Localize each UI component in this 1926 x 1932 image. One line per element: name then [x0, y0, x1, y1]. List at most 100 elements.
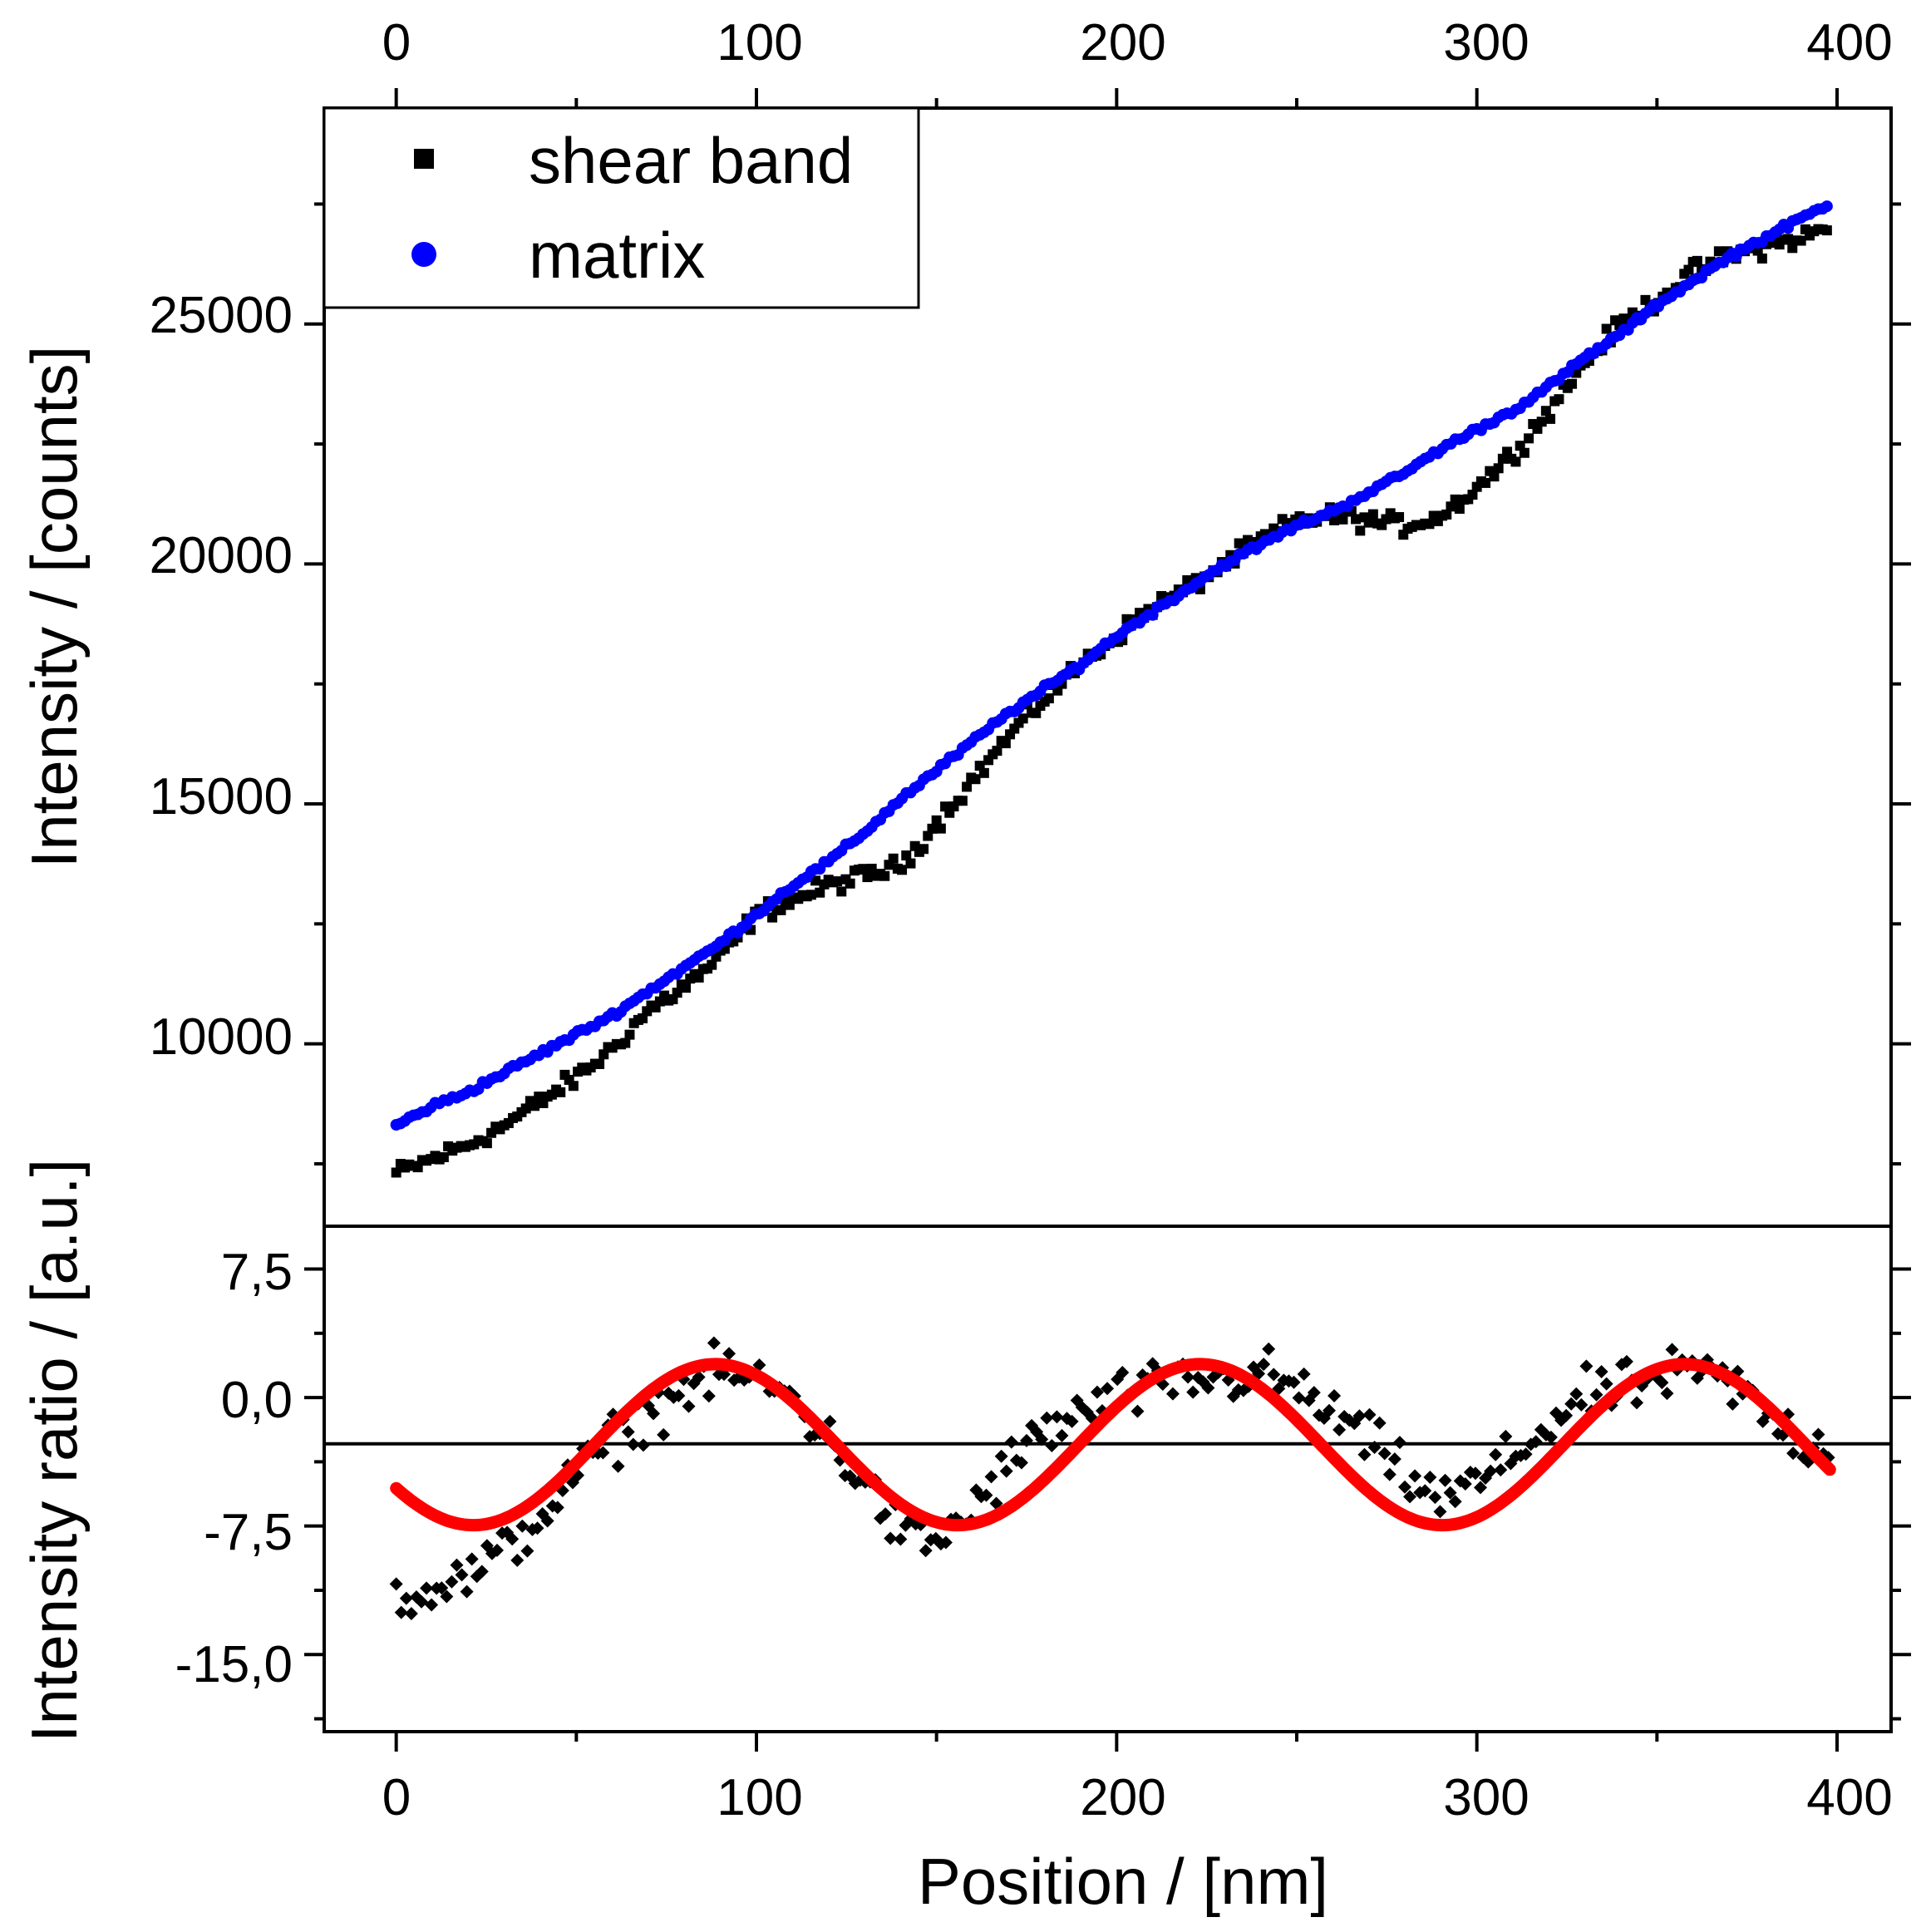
shear-band-point	[1787, 243, 1798, 254]
shear-band-point	[935, 823, 946, 834]
intensity-ratio-point	[1004, 1435, 1018, 1449]
series-matrix	[390, 200, 1833, 1131]
bottom-y-ticks-left	[304, 1267, 324, 1721]
intensity-ratio-point	[1579, 1359, 1594, 1373]
shear-band-point	[957, 796, 968, 806]
intensity-ratio-point	[1489, 1447, 1503, 1461]
bottom-y-tick-label: 0,0	[221, 1372, 293, 1429]
intensity-ratio-point	[647, 1407, 661, 1421]
shear-band-point	[1493, 463, 1504, 474]
legend-label-shear-band: shear band	[529, 124, 853, 197]
intensity-ratio-point	[1529, 1435, 1543, 1449]
intensity-ratio-point	[1323, 1403, 1336, 1417]
shear-band-point	[776, 904, 786, 915]
intensity-ratio-point	[994, 1449, 1008, 1463]
intensity-ratio-point	[1428, 1491, 1442, 1505]
intensity-ratio-point	[1050, 1410, 1064, 1424]
shear-band-point	[1640, 294, 1651, 305]
intensity-ratio-point	[1065, 1414, 1079, 1428]
shear-band-point	[1683, 264, 1694, 275]
intensity-ratio-point	[1484, 1464, 1498, 1478]
shear-band-point	[1601, 323, 1612, 334]
bottom-y-ticks-right	[1891, 1267, 1911, 1721]
intensity-ratio-point	[1655, 1376, 1669, 1390]
intensity-ratio-point	[1599, 1377, 1613, 1391]
bottom-x-tick-labels: 0 100 200 300 400	[382, 1769, 1893, 1826]
legend-marker-matrix	[411, 242, 436, 267]
legend-box	[323, 106, 920, 309]
intensity-ratio-point	[1660, 1387, 1674, 1401]
sine-fit-curve	[390, 1358, 1836, 1532]
intensity-ratio-point	[1090, 1385, 1104, 1399]
intensity-ratio-point	[425, 1598, 439, 1612]
intensity-ratio-point	[1307, 1386, 1321, 1400]
shear-band-point	[391, 1167, 401, 1178]
shear-band-point	[815, 887, 825, 898]
intensity-ratio-point	[707, 1336, 721, 1350]
shear-band-point	[1510, 456, 1521, 467]
intensity-ratio-point	[1559, 1408, 1574, 1422]
bottom-x-tick-label: 0	[382, 1769, 411, 1826]
intensity-ratio-point	[1292, 1391, 1306, 1405]
intensity-ratio-point	[394, 1605, 408, 1619]
intensity-ratio-point	[1035, 1432, 1049, 1447]
intensity-ratio-point	[1619, 1354, 1633, 1368]
intensity-ratio-point	[1811, 1427, 1825, 1442]
shear-band-point	[784, 899, 795, 910]
shear-band-point	[832, 876, 843, 887]
shear-band-point	[1756, 253, 1767, 264]
top-x-ticks-top	[394, 88, 1839, 108]
shear-band-point	[1017, 713, 1028, 724]
top-x-tick-label: 200	[1080, 14, 1165, 71]
intensity-ratio-point	[1408, 1469, 1422, 1483]
shear-band-point	[520, 1103, 531, 1114]
top-x-tick-label: 300	[1443, 14, 1529, 71]
shear-band-point	[1000, 738, 1011, 749]
intensity-ratio-point	[938, 1535, 953, 1550]
shear-band-point	[1467, 490, 1478, 500]
intensity-ratio-point	[1130, 1404, 1145, 1418]
intensity-ratio-point	[657, 1427, 671, 1442]
intensity-ratio-point	[1267, 1368, 1281, 1382]
intensity-ratio-point	[1443, 1486, 1457, 1500]
intensity-ratio-point	[550, 1501, 564, 1515]
intensity-ratio-point	[1377, 1447, 1392, 1461]
shear-band-point	[1351, 514, 1362, 525]
bottom-y-tick-label: 7,5	[221, 1244, 293, 1301]
top-y-tick-labels: 10000 15000 20000 25000	[150, 287, 293, 1066]
shear-band-point	[438, 1151, 449, 1162]
intensity-ratio-point	[510, 1553, 525, 1567]
intensity-ratio-point	[1014, 1456, 1028, 1470]
shear-band-point	[681, 983, 692, 993]
intensity-ratio-point	[1569, 1387, 1584, 1401]
intensity-ratio-point	[1433, 1505, 1447, 1519]
shear-band-point	[978, 767, 989, 778]
intensity-ratio-point	[1423, 1470, 1437, 1484]
top-y-tick-label: 15000	[150, 768, 293, 826]
shear-band-point	[1713, 246, 1724, 257]
shear-band-point	[1043, 693, 1054, 704]
intensity-ratio-point	[999, 1464, 1013, 1478]
bottom-y-tick-label: -7,5	[204, 1504, 293, 1561]
intensity-ratio-point	[1367, 1441, 1382, 1455]
intensity-ratio-point	[894, 1532, 908, 1546]
intensity-ratio-point	[1382, 1467, 1396, 1481]
bottom-x-tick-label: 400	[1806, 1769, 1892, 1826]
intensity-ratio-point	[596, 1446, 610, 1460]
shear-band-point	[1536, 416, 1547, 427]
legend-marker-shear-band	[414, 149, 434, 169]
shear-band-point	[810, 875, 821, 886]
shear-band-point	[862, 872, 873, 883]
intensity-ratio-point	[1594, 1365, 1608, 1379]
shear-band-point	[897, 865, 908, 875]
top-x-tick-label: 100	[717, 14, 802, 71]
shear-band-point	[1355, 525, 1366, 536]
x-axis-title: Position / [nm]	[918, 1845, 1328, 1918]
intensity-ratio-point	[1387, 1452, 1401, 1466]
intensity-ratio-point	[1332, 1422, 1347, 1437]
intensity-ratio-point	[475, 1565, 489, 1579]
intensity-ratio-point	[404, 1607, 418, 1621]
intensity-ratio-point	[1786, 1447, 1800, 1461]
intensity-ratio-point	[1468, 1466, 1482, 1481]
